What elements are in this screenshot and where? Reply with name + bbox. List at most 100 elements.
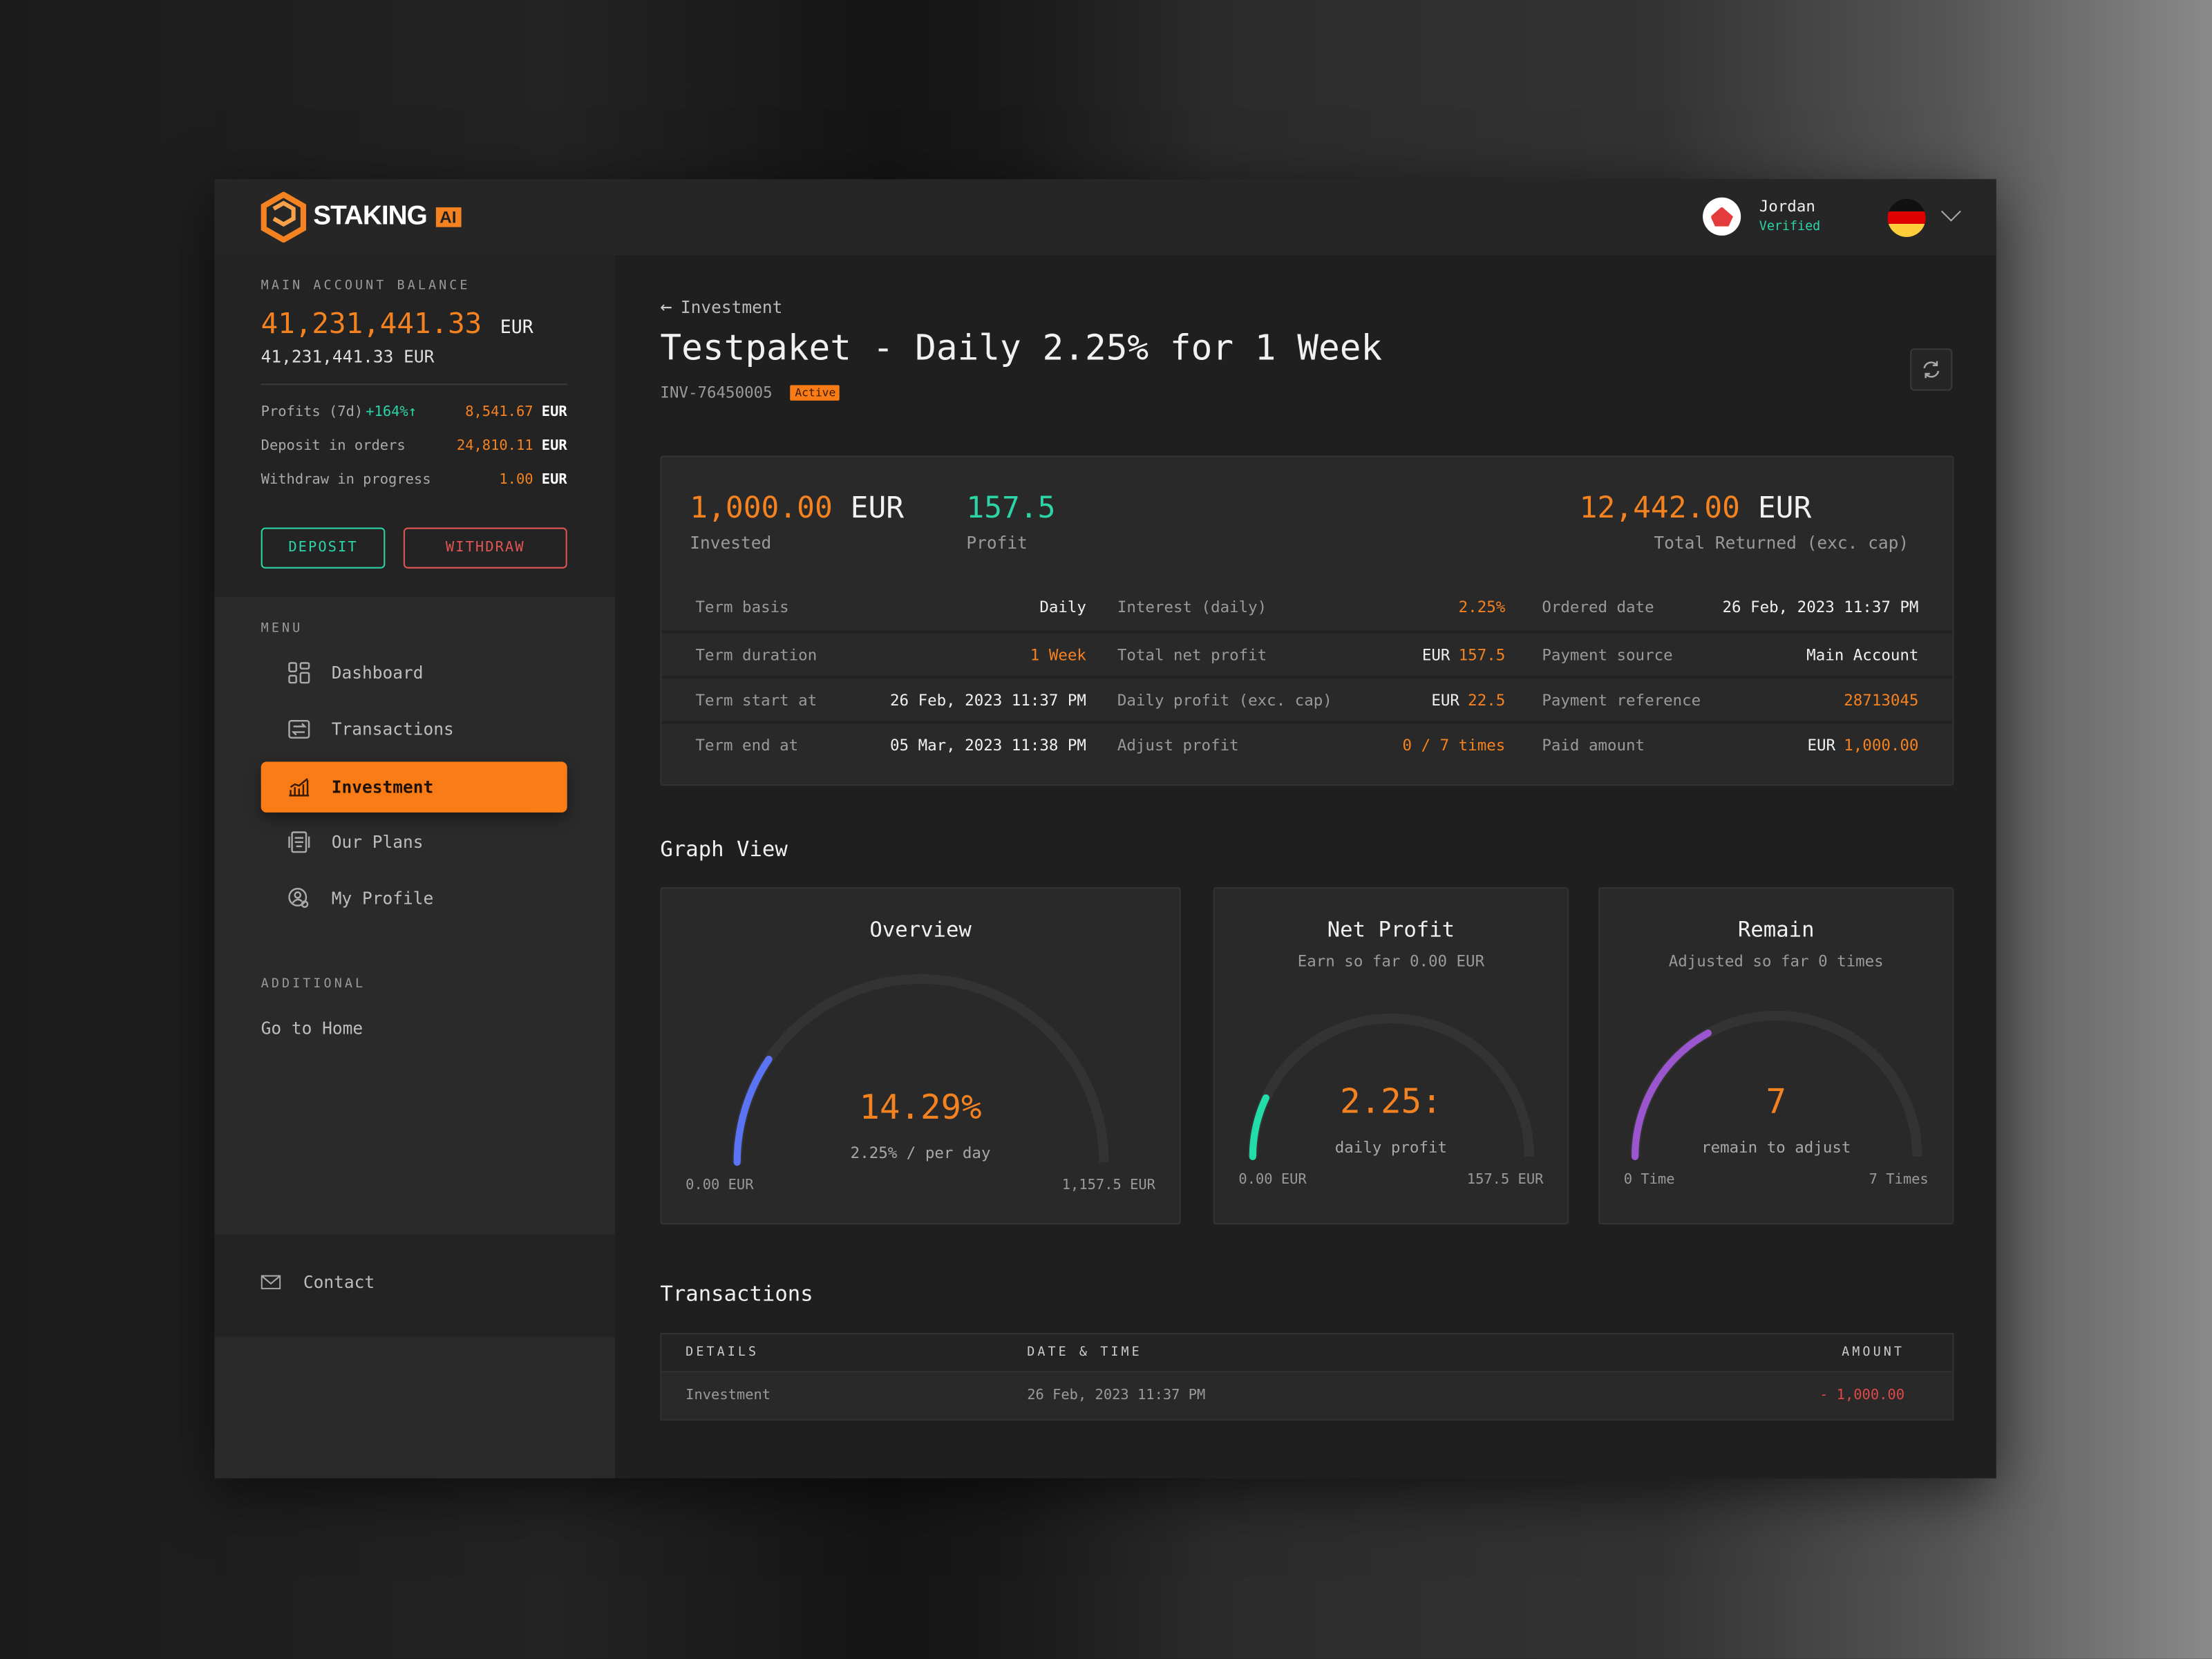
back-link[interactable]: ← Investment bbox=[660, 296, 782, 319]
detail-value-prefix: EUR bbox=[1421, 646, 1450, 665]
contact-label: Contact bbox=[303, 1272, 375, 1293]
gauge-fill bbox=[1249, 1094, 1270, 1161]
sidebar-item-label: Transactions bbox=[331, 719, 454, 739]
detail-value-text: 26 Feb, 2023 11:37 PM bbox=[1722, 598, 1919, 617]
gauge-subtitle: Earn so far 0.00 EUR bbox=[1297, 952, 1485, 971]
arrow-up-icon: ↑ bbox=[408, 404, 417, 421]
transactions-icon bbox=[287, 718, 310, 741]
invested-currency: EUR bbox=[850, 491, 905, 525]
gauge-fill bbox=[1631, 1030, 1712, 1161]
column-header-datetime: DATE & TIME bbox=[1027, 1345, 1142, 1361]
gauge-caption: 2.25% / per day bbox=[850, 1144, 991, 1163]
refresh-button[interactable] bbox=[1910, 348, 1953, 391]
gauge-caption: remain to adjust bbox=[1701, 1138, 1851, 1157]
column-header-details: DETAILS bbox=[686, 1345, 759, 1361]
sidebar-item-label: Investment bbox=[331, 777, 434, 797]
user-info[interactable]: Jordan Verified bbox=[1759, 198, 1821, 234]
detail-label: Payment source bbox=[1542, 646, 1673, 665]
contact-link[interactable]: Contact bbox=[261, 1272, 375, 1292]
detail-value-text: 0 / 7 times bbox=[1402, 736, 1506, 755]
detail-value-prefix: EUR bbox=[1431, 691, 1459, 710]
balance-stat-row: Withdraw in progress 1.00 EUR bbox=[261, 473, 567, 488]
detail-label: Term start at bbox=[695, 691, 817, 710]
sidebar-item-label: My Profile bbox=[331, 889, 434, 909]
germany-flag-icon[interactable] bbox=[1887, 198, 1926, 237]
detail-row: Term duration 1 Week Total net profit EUR 15… bbox=[661, 630, 1953, 679]
balance-currency: EUR bbox=[500, 317, 533, 339]
detail-value: 26 Feb, 2023 11:37 PM bbox=[890, 679, 1086, 723]
detail-value: 28713045 bbox=[1844, 679, 1918, 723]
divider bbox=[261, 383, 567, 386]
detail-value: EUR 157.5 bbox=[1422, 634, 1505, 679]
sidebar-item-my-profile[interactable]: My Profile bbox=[261, 873, 567, 924]
detail-value: EUR 1,000.00 bbox=[1807, 723, 1918, 768]
gauge-min-label: 0.00 EUR bbox=[686, 1177, 754, 1194]
transactions-title: Transactions bbox=[660, 1280, 813, 1307]
detail-value-text: 26 Feb, 2023 11:37 PM bbox=[890, 691, 1086, 710]
graph-view-title: Graph View bbox=[660, 836, 788, 862]
gauge-card-remain: Remain Adjusted so far 0 times 7 remain to … bbox=[1598, 887, 1954, 1225]
plans-icon bbox=[287, 831, 310, 853]
refresh-icon bbox=[1923, 361, 1940, 379]
gauge-track bbox=[1247, 1013, 1535, 1157]
stat-currency: EUR bbox=[541, 472, 567, 489]
detail-value-text: Daily bbox=[1039, 598, 1086, 617]
gauge-title: Overview bbox=[869, 916, 972, 942]
sidebar-item-transactions[interactable]: Transactions bbox=[261, 704, 567, 755]
detail-row: Term end at 05 Mar, 2023 11:38 PM Adjust p… bbox=[661, 721, 1953, 768]
stat-currency: EUR bbox=[541, 438, 567, 455]
sidebar-item-label: Dashboard bbox=[331, 663, 424, 683]
deposit-button[interactable]: DEPOSIT bbox=[261, 527, 386, 569]
balance-stat-row: Deposit in orders 24,810.11 EUR bbox=[261, 439, 567, 454]
stat-currency: EUR bbox=[541, 404, 567, 421]
detail-value: 26 Feb, 2023 11:37 PM bbox=[1723, 585, 1919, 630]
detail-value: EUR 22.5 bbox=[1431, 679, 1505, 723]
chevron-down-icon[interactable] bbox=[1940, 201, 1961, 222]
balance-label: MAIN ACCOUNT BALANCE bbox=[261, 279, 471, 294]
profit-amount: 157.5 bbox=[966, 491, 1056, 525]
balance-stat-row: Profits (7d) +164%↑ 8,541.67 EUR bbox=[261, 405, 567, 420]
mail-icon bbox=[261, 1275, 281, 1289]
brand-name: STAKING bbox=[313, 201, 428, 231]
stat-value-group: 24,810.11 EUR bbox=[457, 439, 567, 454]
avatar[interactable] bbox=[1703, 197, 1741, 236]
status-badge: Active bbox=[791, 385, 840, 401]
detail-label: Term end at bbox=[695, 736, 799, 755]
stat-value: 1.00 bbox=[499, 472, 533, 489]
gauge-max-label: 1,157.5 EUR bbox=[1061, 1177, 1155, 1194]
gauge-arc bbox=[1629, 1010, 1922, 1161]
table-row[interactable]: Investment 26 Feb, 2023 11:37 PM - 1,000… bbox=[661, 1372, 1953, 1419]
brand-logo[interactable]: STAKING AI bbox=[260, 191, 461, 243]
detail-value-text: 22.5 bbox=[1468, 691, 1506, 710]
gauge-value: 14.29% bbox=[859, 1087, 982, 1128]
user-status: Verified bbox=[1759, 220, 1821, 234]
stat-change: +164% bbox=[366, 404, 408, 421]
gauge-min-label: 0 Time bbox=[1623, 1172, 1675, 1188]
detail-value: Daily bbox=[1039, 585, 1086, 630]
detail-row: Term start at 26 Feb, 2023 11:37 PM Daily … bbox=[661, 675, 1953, 723]
sidebar-item-our-plans[interactable]: Our Plans bbox=[261, 817, 567, 867]
detail-value: 05 Mar, 2023 11:38 PM bbox=[890, 723, 1086, 768]
gauge-value: 2.25: bbox=[1340, 1081, 1442, 1121]
dashboard-icon bbox=[287, 661, 310, 684]
gauge-fill bbox=[733, 1055, 773, 1166]
sidebar: MAIN ACCOUNT BALANCE 41,231,441.33 EUR 4… bbox=[214, 255, 616, 1479]
table-header: DETAILS DATE & TIME AMOUNT bbox=[661, 1334, 1953, 1373]
sidebar-item-investment[interactable]: Investment bbox=[261, 761, 567, 813]
gauge-arc bbox=[1247, 1013, 1535, 1161]
returned-currency: EUR bbox=[1757, 491, 1812, 525]
row-details: Investment bbox=[686, 1387, 771, 1404]
stat-label: Deposit in orders bbox=[261, 438, 406, 455]
detail-row: Term basis Daily Interest (daily) 2.25% Orde… bbox=[661, 585, 1952, 630]
additional-label: ADDITIONAL bbox=[261, 977, 366, 992]
balance-panel: MAIN ACCOUNT BALANCE 41,231,441.33 EUR 4… bbox=[214, 255, 616, 597]
row-amount: - 1,000.00 bbox=[1819, 1387, 1905, 1404]
go-to-home-link[interactable]: Go to Home bbox=[261, 1018, 363, 1039]
sidebar-item-dashboard[interactable]: Dashboard bbox=[261, 647, 567, 698]
sidebar-item-label: Our Plans bbox=[331, 832, 424, 853]
detail-label: Daily profit (exc. cap) bbox=[1117, 691, 1332, 710]
withdraw-button[interactable]: WITHDRAW bbox=[403, 527, 567, 569]
gauge-title: Remain bbox=[1737, 916, 1815, 942]
detail-value-text: 157.5 bbox=[1458, 646, 1506, 665]
returned-label: Total Returned (exc. cap) bbox=[1654, 533, 1909, 553]
